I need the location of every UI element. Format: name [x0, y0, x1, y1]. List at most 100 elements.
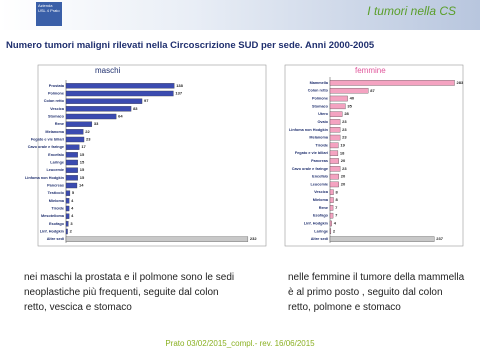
value-label: 138	[176, 83, 183, 88]
category-label: Esofago	[313, 214, 329, 218]
value-label: 23	[342, 135, 347, 140]
category-label: Stomaco	[312, 104, 329, 108]
value-label: 4	[334, 221, 337, 226]
category-label: Colon retto	[308, 89, 329, 93]
bar	[65, 221, 69, 227]
category-label: Utero	[318, 112, 329, 116]
bar	[329, 150, 339, 156]
header-band: Azienda USL 4 Prato I tumori nella CS	[0, 0, 480, 30]
category-label: Mieloma	[49, 199, 65, 203]
bar	[65, 182, 78, 189]
category-label: Linf. Hodgkin	[304, 221, 329, 225]
value-label: 20	[341, 158, 346, 163]
category-label: Altre sedi	[47, 237, 64, 241]
value-label: 283	[457, 80, 464, 85]
category-label: Tiroide	[315, 143, 328, 147]
value-label: 15	[80, 175, 85, 180]
footer: Prato 03/02/2015_compl.- rev. 16/06/2015	[165, 339, 315, 348]
category-label: Ovaio	[317, 120, 328, 124]
bar	[65, 190, 71, 196]
bar	[329, 189, 334, 195]
value-label: 23	[342, 119, 347, 124]
category-label: Polmone	[48, 92, 64, 96]
category-label: Colon retto	[44, 99, 65, 103]
value-label: 35	[347, 103, 352, 108]
category-label: Pancreas	[311, 159, 328, 163]
bar	[65, 167, 78, 173]
value-label: 19	[340, 142, 345, 147]
bar	[329, 95, 348, 102]
category-label: Rene	[55, 122, 64, 126]
value-label: 18	[340, 150, 345, 155]
value-label: 87	[370, 88, 375, 93]
value-label: 17	[81, 144, 86, 149]
value-label: 64	[118, 114, 123, 119]
value-label: 23	[342, 127, 347, 132]
note-femmine: nelle femmine il tumore della mammella è…	[288, 272, 465, 313]
bar	[329, 134, 341, 141]
bar	[65, 136, 85, 143]
value-label: 14	[79, 183, 84, 188]
category-label: Vescica	[314, 190, 329, 194]
bar	[329, 111, 343, 117]
chart-title: maschi	[95, 66, 121, 75]
category-label: Testicolo	[48, 191, 65, 195]
category-label: Linf. Hodgkin	[40, 230, 65, 234]
value-label: 20	[341, 181, 346, 186]
value-label: 232	[250, 236, 257, 241]
bar	[65, 106, 132, 112]
logo: Azienda USL 4 Prato	[36, 2, 62, 26]
value-label: 28	[344, 111, 349, 116]
bar	[329, 127, 341, 133]
category-label: Mieloma	[313, 198, 329, 202]
bar	[65, 205, 70, 212]
category-label: Fegato e vie biliari	[31, 138, 64, 142]
value-label: 7	[335, 205, 338, 210]
bar	[65, 228, 68, 235]
bar	[65, 113, 117, 120]
category-label: Cavo orale e faringe	[28, 145, 64, 149]
category-label: Linfoma non Hodgkin	[289, 128, 329, 132]
bar	[65, 129, 84, 135]
value-label: 237	[436, 236, 443, 241]
bar	[329, 236, 435, 242]
value-label: 33	[94, 121, 99, 126]
value-label: 22	[85, 129, 90, 134]
value-label: 2	[333, 228, 336, 233]
bar	[329, 205, 334, 211]
value-label: 23	[86, 137, 91, 142]
category-label: Stomaco	[48, 115, 65, 119]
value-label: 7	[335, 213, 338, 218]
chart-title: femmine	[355, 66, 386, 75]
bar	[65, 159, 78, 166]
bar	[329, 181, 339, 188]
category-label: Mesotelioma	[41, 214, 65, 218]
category-label: Linfoma non Hodgkin	[25, 176, 65, 180]
value-label: 2	[70, 229, 73, 234]
bar	[65, 144, 80, 150]
category-label: Melanoma	[309, 136, 328, 140]
category-label: Prostata	[49, 84, 65, 88]
note-maschi: nei maschi la prostata e il polmone sono…	[24, 272, 235, 313]
value-label: 15	[80, 152, 85, 157]
bar	[65, 83, 175, 89]
bar	[65, 98, 143, 104]
value-label: 8	[336, 197, 339, 202]
category-label: Esofago	[49, 222, 65, 226]
bar	[329, 103, 346, 110]
value-label: 5	[72, 190, 75, 195]
category-label: Laringe	[50, 161, 64, 165]
category-label: Mammella	[310, 81, 329, 85]
bar	[329, 228, 332, 235]
value-label: 20	[341, 174, 346, 179]
chart-frame	[284, 64, 464, 247]
category-label: Leucemie	[310, 182, 328, 186]
category-label: Encefalo	[48, 153, 65, 157]
category-label: Leucemie	[46, 168, 64, 172]
bar	[329, 166, 341, 172]
category-label: Tiroide	[51, 207, 64, 211]
value-label: 137	[175, 91, 182, 96]
bar	[65, 121, 93, 127]
category-label: Polmone	[312, 97, 328, 101]
